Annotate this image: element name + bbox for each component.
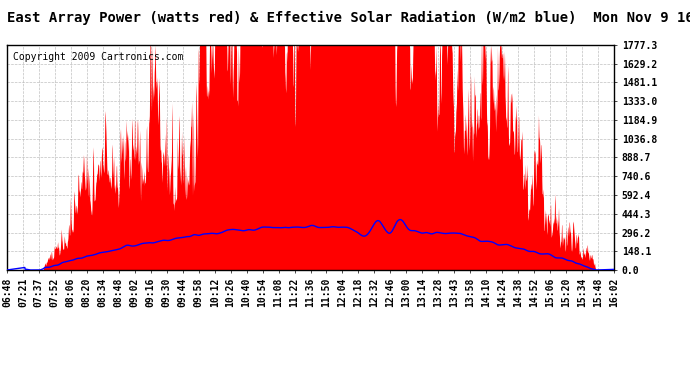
- Text: Copyright 2009 Cartronics.com: Copyright 2009 Cartronics.com: [13, 52, 184, 62]
- Text: East Array Power (watts red) & Effective Solar Radiation (W/m2 blue)  Mon Nov 9 : East Array Power (watts red) & Effective…: [7, 11, 690, 26]
